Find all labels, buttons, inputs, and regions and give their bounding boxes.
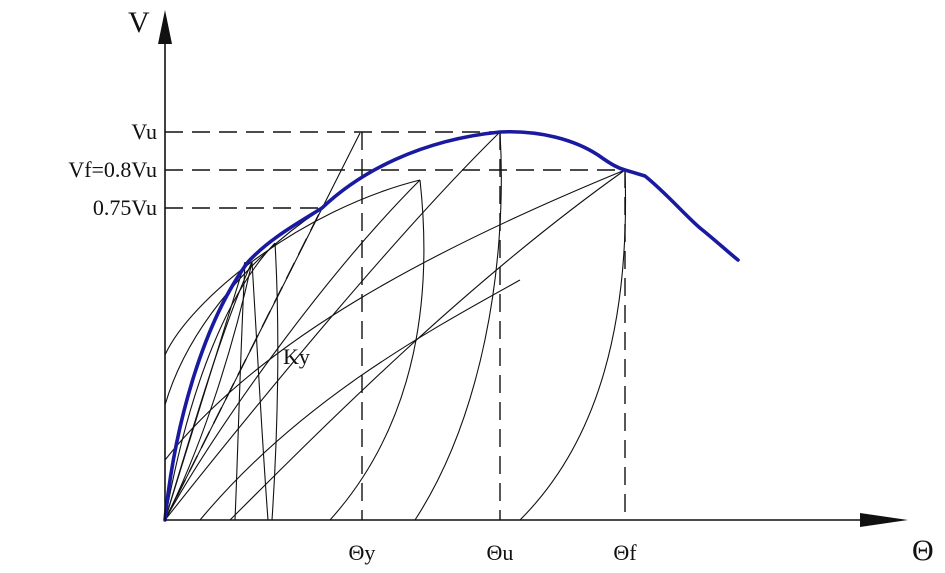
tick-theta-f: Θf [613, 540, 637, 565]
early-unload [251, 261, 269, 521]
skeleton-envelope-curve [163, 129, 740, 522]
loop-2-upper [164, 242, 276, 521]
loop-5-unload [414, 131, 502, 521]
loop-4-lower [164, 179, 421, 521]
tick-v075: 0.75Vu [93, 195, 157, 220]
ky-secant [164, 207, 323, 521]
initial-slope [164, 261, 246, 521]
tick-vu: Vu [131, 119, 157, 144]
loop-4-reload [164, 179, 421, 356]
loop-7-lower [229, 169, 626, 521]
tick-theta-u: Θu [487, 540, 514, 565]
reference-lines [164, 131, 626, 521]
y-axis-title: V [128, 6, 150, 39]
labels: V Θ Vu Vf=0.8Vu 0.75Vu Θy Θu Θf Ky [68, 6, 933, 567]
loop-5-lower [164, 131, 501, 521]
axes [158, 10, 908, 527]
tick-theta-y: Θy [349, 540, 376, 565]
tick-vf: Vf=0.8Vu [68, 157, 157, 182]
loop-1-upper [164, 261, 253, 521]
ky-label: Ky [283, 344, 310, 369]
loop-6-lower [199, 279, 521, 521]
loop-4-unload [329, 179, 425, 521]
loop-6-unload [519, 169, 627, 521]
loop-6-reload [164, 169, 626, 461]
loop-3-unload [234, 261, 246, 521]
loop-1-lower [164, 261, 253, 521]
hysteresis-loops [164, 131, 627, 521]
x-axis-title: Θ [912, 534, 934, 567]
y-axis-arrow [158, 10, 172, 44]
x-axis-arrow [860, 513, 908, 527]
